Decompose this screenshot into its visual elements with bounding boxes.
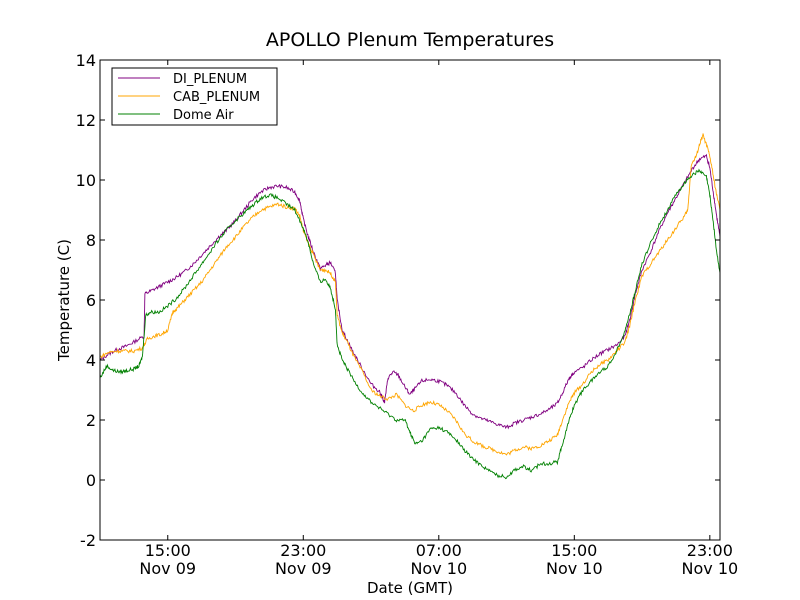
x-tick-label-date: Nov 10 <box>410 559 467 578</box>
y-axis-label: Temperature (C) <box>55 239 73 362</box>
x-tick-label-time: 23:00 <box>687 541 733 560</box>
y-tick-label: 14 <box>76 51 96 70</box>
y-tick-label: 12 <box>76 111 96 130</box>
x-tick-label-time: 23:00 <box>280 541 326 560</box>
x-tick-label-time: 07:00 <box>416 541 462 560</box>
y-tick-label: 2 <box>86 411 96 430</box>
legend: DI_PLENUM CAB_PLENUM Dome Air <box>111 67 278 126</box>
y-tick-label: 6 <box>86 291 96 310</box>
plot-frame <box>99 59 721 541</box>
legend-label: CAB_PLENUM <box>173 90 260 105</box>
y-tick-label: 8 <box>86 231 96 250</box>
series-line-cab-plenum <box>100 133 720 456</box>
y-tick-label: 0 <box>86 471 96 490</box>
series-line-dome-air <box>100 168 720 480</box>
x-tick-label-time: 15:00 <box>551 541 597 560</box>
x-tick-label-date: Nov 10 <box>546 559 603 578</box>
plot-area <box>100 133 720 480</box>
chart-title: APOLLO Plenum Temperatures <box>266 29 554 51</box>
y-tick-label: -2 <box>80 531 96 550</box>
y-tick-label: 4 <box>86 351 96 370</box>
legend-label: Dome Air <box>173 108 234 123</box>
x-tick-label-date: Nov 10 <box>682 559 739 578</box>
y-tick-label: 10 <box>76 171 96 190</box>
x-axis-label: Date (GMT) <box>367 579 453 597</box>
x-tick-label-date: Nov 09 <box>275 559 332 578</box>
series-line-di-plenum <box>100 153 720 430</box>
legend-label: DI_PLENUM <box>173 72 247 87</box>
x-tick-label-time: 15:00 <box>145 541 191 560</box>
x-tick-label-date: Nov 09 <box>139 559 196 578</box>
